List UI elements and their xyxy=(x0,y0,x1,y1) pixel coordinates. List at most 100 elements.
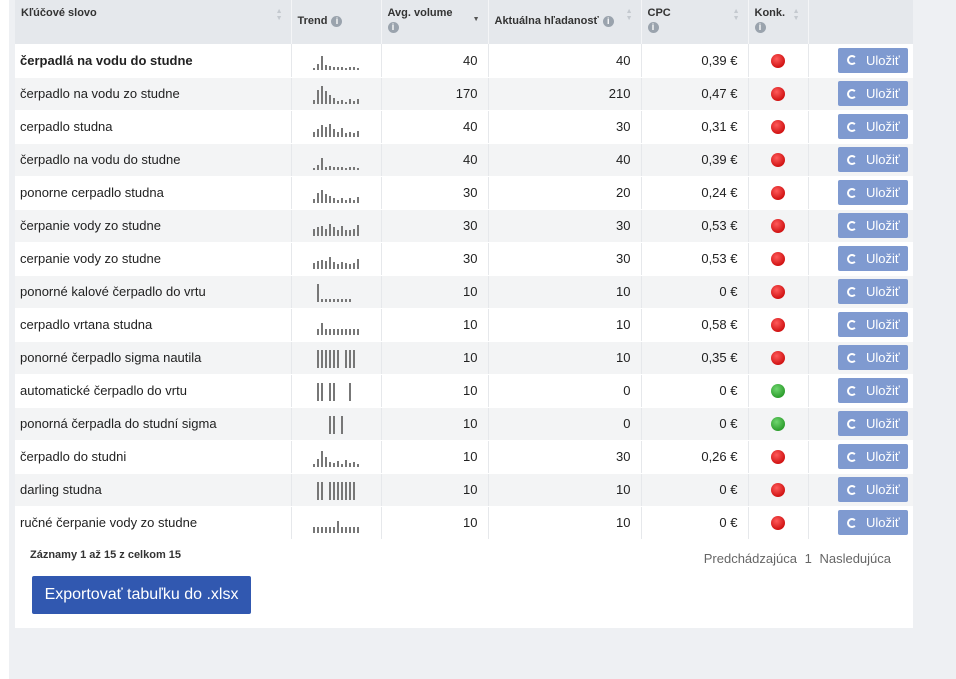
keyword-cell: ponorné kalové čerpadlo do vrtu xyxy=(15,275,292,309)
trend-bar xyxy=(313,167,315,170)
next-page-link[interactable]: Nasledujúca xyxy=(819,551,891,566)
col-current[interactable]: Aktuálna hľadanosť i ▲ ▼ xyxy=(488,0,642,44)
trend-bar xyxy=(313,262,315,269)
trend-bar xyxy=(313,131,315,137)
save-label: Uložiť xyxy=(866,416,900,431)
trend-bar xyxy=(357,130,359,137)
current-search-cell: 0 xyxy=(488,374,642,408)
sort-icon[interactable]: ▲ ▼ xyxy=(275,8,283,22)
info-icon[interactable]: i xyxy=(647,22,659,33)
col-cpc[interactable]: CPC i ▲ ▼ xyxy=(641,0,749,44)
trend-bar xyxy=(325,126,327,137)
trend-bar xyxy=(329,195,331,203)
trend-bar xyxy=(321,85,323,104)
save-icon xyxy=(847,484,857,495)
table-row: cerpanie vody zo studne 30 30 0,53 € Ulo… xyxy=(15,242,913,276)
trend-bar xyxy=(329,223,331,236)
cpc-cell: 0,47 € xyxy=(641,77,749,111)
competition-indicator-icon xyxy=(771,351,785,366)
prev-page-link[interactable]: Predchádzajúca xyxy=(703,551,797,566)
trend-bar xyxy=(321,225,323,236)
competition-indicator-icon xyxy=(771,219,785,234)
trend-bar xyxy=(321,322,323,335)
keyword-cell: ponorné čerpadlo sigma nautila xyxy=(15,341,292,375)
info-icon[interactable]: i xyxy=(387,22,399,33)
save-button[interactable]: Uložiť xyxy=(838,180,908,205)
save-button[interactable]: Uložiť xyxy=(838,81,908,106)
save-button[interactable]: Uložiť xyxy=(838,312,908,337)
col-konk[interactable]: Konk. i ▲ ▼ xyxy=(748,0,809,44)
competition-cell xyxy=(748,77,809,111)
export-xlsx-button[interactable]: Exportovať tabuľku do .xlsx xyxy=(32,576,251,614)
scrollbar[interactable] xyxy=(953,0,956,679)
competition-indicator-icon xyxy=(771,87,785,102)
trend-bar xyxy=(345,167,347,170)
trend-bar xyxy=(321,349,323,368)
info-icon[interactable]: i xyxy=(754,22,766,33)
keyword-cell: cerpadlo studna xyxy=(15,110,292,144)
trend-bar xyxy=(329,66,331,71)
trend-bar xyxy=(353,132,355,137)
table-header: Kľúčové slovo ▲ ▼ Trend i Avg. volume i ▼ … xyxy=(15,0,913,44)
trend-bar xyxy=(321,189,323,203)
avg-volume-cell: 30 xyxy=(381,242,489,276)
page-number[interactable]: 1 xyxy=(804,551,812,566)
cpc-cell: 0,31 € xyxy=(641,110,749,144)
competition-cell xyxy=(748,209,809,243)
sort-icon[interactable]: ▼ xyxy=(472,16,480,23)
col-avg-volume[interactable]: Avg. volume i ▼ xyxy=(381,0,489,44)
save-button[interactable]: Uložiť xyxy=(838,411,908,436)
save-button[interactable]: Uložiť xyxy=(838,279,908,304)
records-info: Záznamy 1 až 15 z celkom 15 xyxy=(30,549,182,561)
cpc-cell: 0,53 € xyxy=(641,242,749,276)
save-button[interactable]: Uložiť xyxy=(838,213,908,238)
trend-bar xyxy=(333,328,335,335)
trend-bar xyxy=(357,463,359,467)
trend-bar xyxy=(321,382,323,401)
keyword-cell: čerpadlo na vodu zo studne xyxy=(15,77,292,111)
avg-volume-cell: 10 xyxy=(381,374,489,408)
info-icon[interactable]: i xyxy=(331,15,343,27)
current-search-cell: 10 xyxy=(488,341,642,375)
trend-bar xyxy=(321,298,323,302)
competition-cell xyxy=(748,506,809,540)
trend-bar xyxy=(341,481,343,500)
trend-bar xyxy=(349,98,351,104)
trend-bar xyxy=(341,298,343,302)
save-icon xyxy=(847,253,857,264)
save-button[interactable]: Uložiť xyxy=(838,114,908,139)
trend-bar xyxy=(325,526,327,533)
trend-cell xyxy=(291,407,382,441)
sort-icon[interactable]: ▲ ▼ xyxy=(792,8,800,22)
save-button[interactable]: Uložiť xyxy=(838,246,908,271)
action-cell: Uložiť xyxy=(808,242,913,276)
trend-bar xyxy=(353,328,355,335)
sort-icon[interactable]: ▲ ▼ xyxy=(732,8,740,22)
trend-bar xyxy=(329,256,331,269)
save-button[interactable]: Uložiť xyxy=(838,477,908,502)
sort-icon[interactable]: ▲ ▼ xyxy=(625,8,633,22)
trend-bar xyxy=(349,131,351,137)
trend-sparkline xyxy=(329,415,343,434)
trend-bar xyxy=(345,262,347,269)
trend-bar xyxy=(357,196,359,203)
trend-bar xyxy=(333,128,335,137)
save-button[interactable]: Uložiť xyxy=(838,510,908,535)
competition-cell xyxy=(748,440,809,474)
save-button[interactable]: Uložiť xyxy=(838,47,908,73)
action-cell: Uložiť xyxy=(808,308,913,342)
competition-cell xyxy=(748,242,809,276)
col-keyword[interactable]: Kľúčové slovo ▲ ▼ xyxy=(15,0,292,44)
save-button[interactable]: Uložiť xyxy=(838,345,908,370)
trend-bar xyxy=(329,415,331,434)
trend-bar xyxy=(337,481,339,500)
save-button[interactable]: Uložiť xyxy=(838,378,908,403)
info-icon[interactable]: i xyxy=(602,15,614,27)
trend-bar xyxy=(329,298,331,302)
trend-sparkline xyxy=(313,256,359,269)
table-row: čerpadlo na vodu zo studne 170 210 0,47 … xyxy=(15,77,913,111)
trend-bar xyxy=(317,260,319,269)
save-button[interactable]: Uložiť xyxy=(838,147,908,172)
trend-bar xyxy=(337,131,339,137)
save-button[interactable]: Uložiť xyxy=(838,444,908,469)
